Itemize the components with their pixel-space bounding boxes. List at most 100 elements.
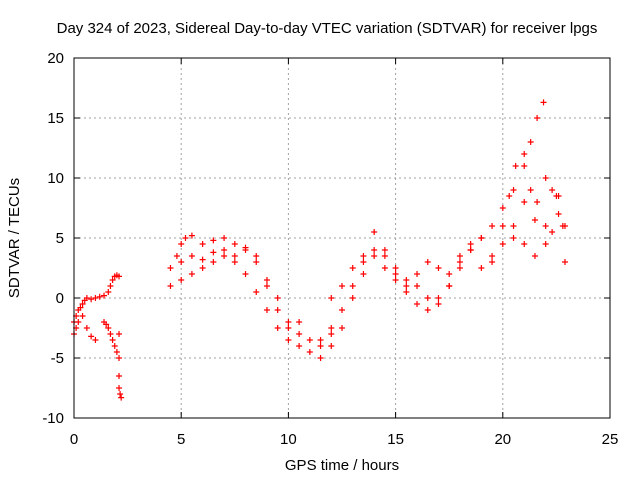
data-point [117, 391, 124, 397]
data-point [392, 277, 399, 283]
data-point [274, 295, 281, 301]
data-point [221, 235, 228, 241]
data-point [173, 253, 180, 259]
data-point [499, 223, 506, 229]
data-point [360, 259, 367, 265]
series-segment-early-c [101, 319, 125, 401]
data-point [489, 253, 496, 259]
data-point [210, 259, 217, 265]
data-point [424, 295, 431, 301]
data-point [92, 337, 99, 343]
data-point [414, 301, 421, 307]
data-point [116, 355, 123, 361]
data-point [210, 249, 217, 256]
data-point [549, 229, 556, 235]
data-point [414, 271, 421, 277]
data-point [79, 301, 86, 307]
data-point [435, 295, 442, 301]
data-point [253, 253, 260, 259]
points-layer [71, 99, 568, 401]
data-point [467, 247, 474, 253]
data-point [527, 139, 534, 145]
data-point [263, 283, 270, 289]
data-point [210, 237, 217, 244]
data-point [467, 241, 474, 247]
y-tick-label: 15 [47, 110, 64, 127]
y-tick-label: 5 [56, 230, 64, 247]
data-point [109, 337, 116, 343]
data-point [96, 293, 103, 300]
data-point [435, 265, 442, 271]
data-point [116, 331, 123, 337]
data-point [109, 277, 116, 283]
data-point [75, 319, 82, 325]
data-point [521, 241, 528, 247]
data-point [103, 321, 110, 328]
data-point [253, 289, 260, 295]
y-tick-label: 0 [56, 290, 64, 307]
data-point [339, 325, 345, 331]
data-point [456, 259, 463, 265]
data-point [540, 99, 547, 106]
series-segment-day-b [167, 253, 335, 361]
data-point [521, 163, 528, 169]
data-point [531, 217, 538, 223]
data-point [360, 253, 367, 259]
data-point [105, 289, 112, 295]
data-point [559, 223, 566, 229]
y-tick-label: -10 [42, 410, 64, 427]
data-point [521, 151, 528, 157]
series-segment-early [71, 272, 123, 325]
data-point [285, 337, 292, 343]
data-point [88, 333, 95, 340]
data-point [116, 273, 123, 280]
x-tick-label: 25 [602, 431, 619, 448]
data-point [510, 187, 517, 193]
data-point [88, 296, 95, 303]
series-segment-night-b [489, 151, 568, 259]
data-point [116, 373, 123, 379]
data-point [549, 187, 556, 193]
data-point [101, 292, 108, 299]
grid-lines [74, 58, 610, 418]
data-point [489, 223, 496, 229]
data-point [274, 307, 281, 313]
series-segment-night-c [478, 199, 568, 271]
data-point [79, 313, 86, 319]
x-tick-label: 20 [494, 431, 511, 448]
data-point [274, 325, 281, 331]
data-point [285, 319, 292, 325]
data-point [478, 265, 485, 271]
x-tick-label: 10 [280, 431, 297, 448]
data-point [542, 175, 549, 181]
data-point [371, 247, 378, 253]
data-point [285, 325, 292, 331]
data-point [328, 331, 335, 337]
data-point [510, 235, 517, 241]
data-point [221, 253, 228, 259]
data-point [527, 187, 534, 193]
data-point [167, 265, 174, 271]
data-point [199, 241, 206, 247]
data-point [107, 331, 114, 337]
data-point [392, 265, 399, 271]
data-point [296, 319, 303, 325]
data-point [253, 259, 260, 265]
y-axis-label: SDTVAR / TECUs [6, 178, 23, 298]
data-point [381, 247, 388, 253]
data-point [317, 355, 324, 361]
data-point [296, 331, 303, 337]
data-point [111, 343, 118, 349]
data-point [542, 241, 549, 247]
data-point [456, 265, 463, 271]
data-point [231, 253, 238, 259]
data-point [349, 283, 356, 289]
data-point [188, 253, 195, 259]
x-ticks: 0 5 10 15 20 25 [70, 58, 619, 448]
data-point [499, 241, 506, 247]
data-point [107, 283, 114, 289]
series-segment-day-c [178, 244, 303, 331]
series-segment-early-b [71, 313, 99, 343]
data-point [446, 283, 453, 289]
